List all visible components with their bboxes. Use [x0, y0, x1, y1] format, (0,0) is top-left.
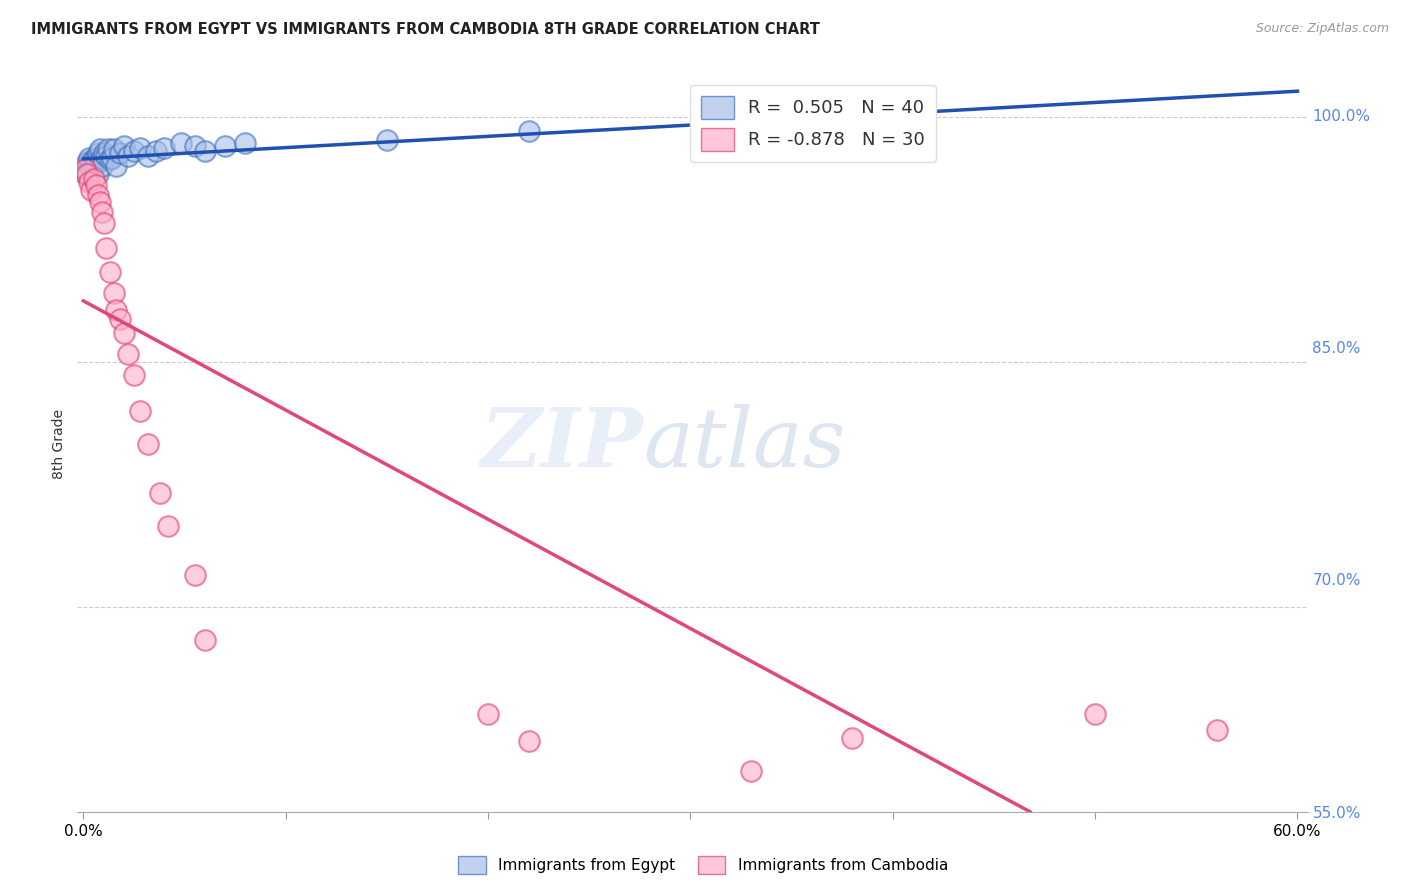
Point [84, 151, 107, 165]
Point [93, 216, 115, 230]
Point [108, 145, 131, 160]
Point [83, 159, 105, 173]
Point [80, 155, 103, 169]
Point [76, 155, 98, 169]
Point [86, 145, 108, 160]
Point [84, 155, 107, 169]
Point [75, 167, 97, 181]
Text: IMMIGRANTS FROM EGYPT VS IMMIGRANTS FROM CAMBODIA 8TH GRADE CORRELATION CHART: IMMIGRANTS FROM EGYPT VS IMMIGRANTS FROM… [31, 22, 820, 37]
Point [90, 204, 112, 219]
Point [83, 152, 105, 166]
Point [93, 145, 115, 160]
Point [104, 159, 127, 173]
Point [117, 149, 139, 163]
Legend: R =  0.505   N = 40, R = -0.878   N = 30: R = 0.505 N = 40, R = -0.878 N = 30 [690, 85, 935, 162]
Point [477, 706, 499, 721]
Point [79, 151, 101, 165]
Point [1205, 723, 1227, 737]
Point [94, 149, 117, 163]
Point [183, 139, 205, 153]
Point [183, 567, 205, 582]
Point [136, 149, 159, 163]
Point [112, 326, 135, 340]
Point [153, 141, 176, 155]
Point [90, 151, 112, 165]
Point [233, 136, 256, 150]
Point [112, 139, 135, 153]
Point [89, 194, 111, 209]
Point [129, 404, 152, 418]
Point [122, 368, 145, 382]
Point [89, 142, 111, 156]
Point [145, 144, 167, 158]
Text: Source: ZipAtlas.com: Source: ZipAtlas.com [1256, 22, 1389, 36]
Point [83, 171, 105, 186]
Point [157, 518, 180, 533]
Point [98, 265, 121, 279]
Point [89, 153, 111, 168]
Point [79, 175, 101, 189]
Point [169, 136, 191, 150]
Point [194, 632, 217, 647]
Point [517, 124, 540, 138]
Point [136, 436, 159, 450]
Point [122, 144, 145, 158]
Point [517, 734, 540, 748]
Point [108, 312, 131, 326]
Point [100, 151, 122, 165]
Point [98, 152, 121, 166]
Point [86, 188, 108, 202]
Point [194, 144, 217, 158]
Point [129, 141, 152, 155]
Point [76, 161, 98, 176]
Point [79, 159, 101, 173]
Point [94, 240, 117, 254]
Point [75, 161, 97, 176]
Point [149, 485, 172, 500]
Legend: Immigrants from Egypt, Immigrants from Cambodia: Immigrants from Egypt, Immigrants from C… [451, 850, 955, 880]
Point [104, 302, 127, 317]
Point [841, 731, 863, 745]
Point [375, 132, 398, 146]
Point [90, 159, 112, 173]
Point [1084, 706, 1107, 721]
Point [740, 764, 762, 778]
Point [103, 142, 125, 156]
Point [86, 167, 108, 181]
Point [780, 122, 803, 136]
Point [117, 347, 139, 361]
Point [84, 178, 107, 193]
Text: ZIP: ZIP [481, 404, 644, 483]
Point [76, 167, 98, 181]
Y-axis label: 8th Grade: 8th Grade [52, 409, 66, 479]
Point [103, 286, 125, 301]
Text: atlas: atlas [644, 404, 845, 483]
Point [97, 142, 120, 156]
Point [80, 183, 103, 197]
Point [214, 139, 236, 153]
Point [80, 161, 103, 176]
